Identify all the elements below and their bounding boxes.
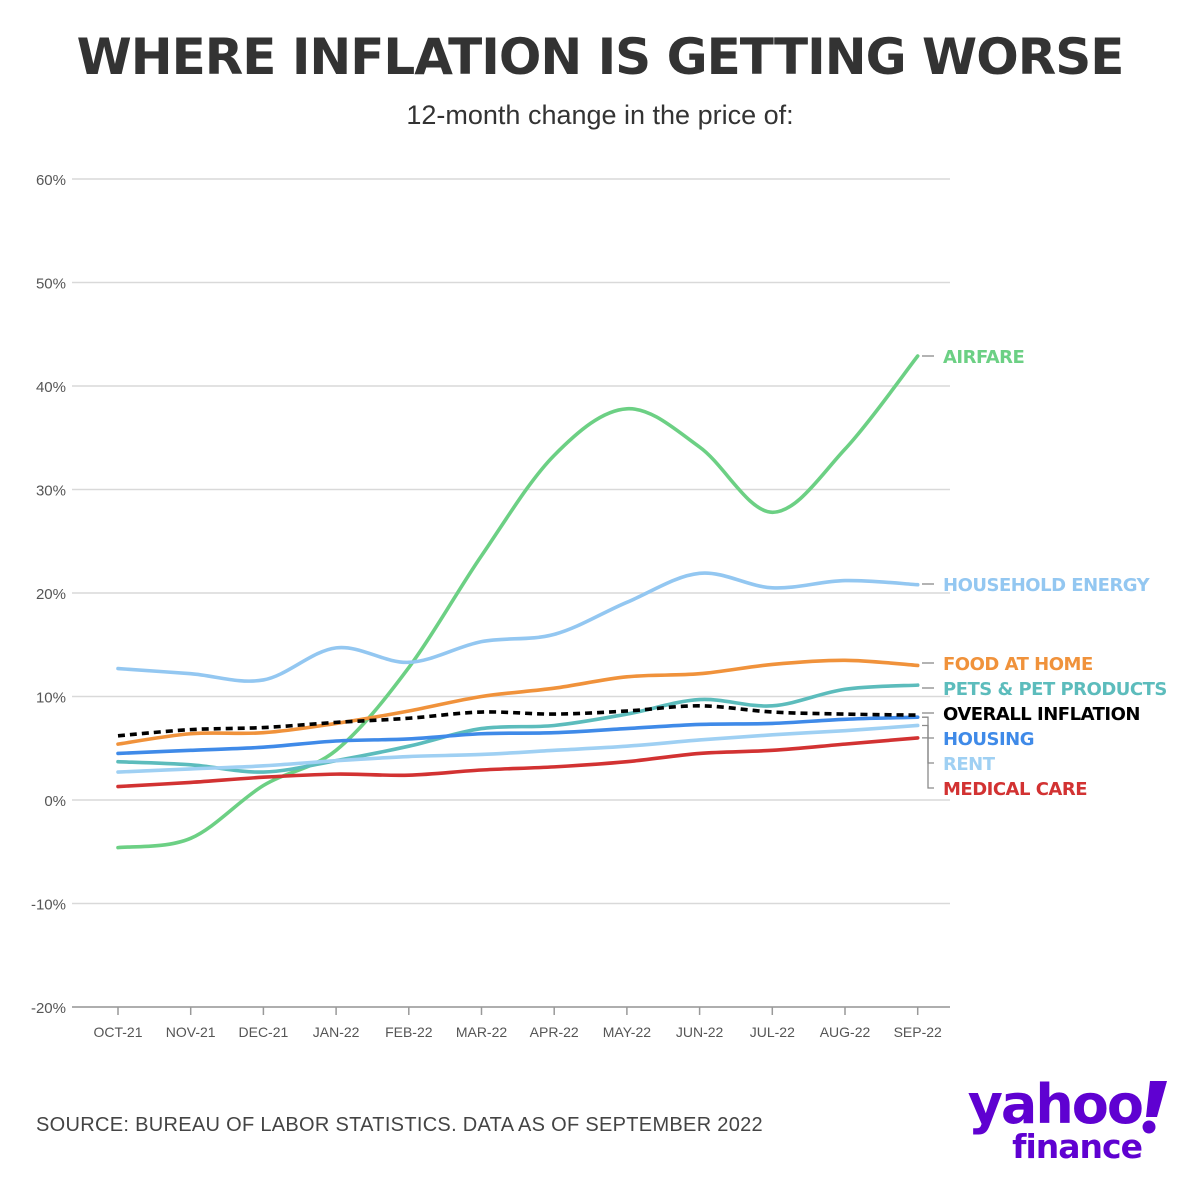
series-label-airfare: AIRFARE: [943, 347, 1024, 368]
leader-line: [922, 737, 934, 789]
logo-word: yahoo: [967, 1073, 1144, 1136]
y-tick-label: 40%: [36, 379, 66, 396]
series-label-household-energy: HOUSEHOLD ENERGY: [943, 575, 1151, 596]
x-tick-label: MAY-22: [603, 1024, 651, 1040]
x-tick-label: MAR-22: [456, 1024, 508, 1040]
series-lines: [116, 354, 920, 850]
yahoo-finance-logo: yahoo finance: [962, 1075, 1172, 1175]
series-line-pets-and-pet-products: [116, 683, 920, 774]
x-tick-label: SEP-22: [894, 1024, 942, 1040]
series-line-rent: [116, 723, 920, 774]
series-label-rent: RENT: [943, 754, 996, 775]
chart-title: WHERE INFLATION IS GETTING WORSE: [76, 28, 1125, 86]
logo-subword: finance: [1012, 1127, 1143, 1166]
y-tick-label: 60%: [36, 172, 66, 189]
series-label-medical-care: MEDICAL CARE: [943, 779, 1087, 800]
series-labels: AIRFARE HOUSEHOLD ENERGY FOOD AT HOME PETS …: [922, 347, 1167, 800]
y-tick-label: 30%: [36, 483, 66, 500]
y-tick-label: 10%: [36, 690, 66, 707]
y-tick-label: -20%: [31, 1000, 66, 1017]
series-line-housing: [116, 715, 920, 756]
x-tick-label: FEB-22: [385, 1024, 433, 1040]
source-note: SOURCE: BUREAU OF LABOR STATISTICS. DATA…: [36, 1114, 763, 1136]
chart-subtitle: 12-month change in the price of:: [406, 100, 794, 130]
series-label-food-at-home: FOOD AT HOME: [943, 654, 1093, 675]
x-tick-label: JUN-22: [676, 1024, 724, 1040]
series-label-overall-inflation: OVERALL INFLATION: [943, 704, 1140, 725]
series-line-medical-care: [116, 736, 920, 789]
x-tick-label: APR-22: [530, 1024, 579, 1040]
y-tick-label: -10%: [31, 897, 66, 914]
y-tick-label: 0%: [44, 793, 66, 810]
series-line-food-at-home: [116, 658, 920, 746]
y-tick-label: 20%: [36, 586, 66, 603]
x-tick-label: OCT-21: [93, 1024, 142, 1040]
series-label-pets-and-pet-products: PETS & PET PRODUCTS: [943, 679, 1167, 700]
x-axis: OCT-21 NOV-21 DEC-21 JAN-22 FEB-22 MAR-22 APR-…: [72, 1006, 950, 1040]
y-tick-label: 50%: [36, 276, 66, 293]
series-label-housing: HOUSING: [943, 729, 1034, 750]
x-tick-label: AUG-22: [820, 1024, 871, 1040]
series-line-household-energy: [116, 571, 920, 683]
series-line-overall-inflation: [117, 704, 918, 738]
y-axis-ticks: -20% -10% 0% 10% 20% 30% 40% 50% 60%: [31, 172, 66, 1017]
x-tick-label: DEC-21: [239, 1024, 289, 1040]
exclamation-icon: [1142, 1081, 1167, 1134]
x-tick-label: JUL-22: [750, 1024, 795, 1040]
grid-lines: [72, 178, 950, 1008]
series-line-airfare: [116, 354, 920, 850]
x-tick-label: NOV-21: [166, 1024, 216, 1040]
x-tick-label: JAN-22: [313, 1024, 360, 1040]
